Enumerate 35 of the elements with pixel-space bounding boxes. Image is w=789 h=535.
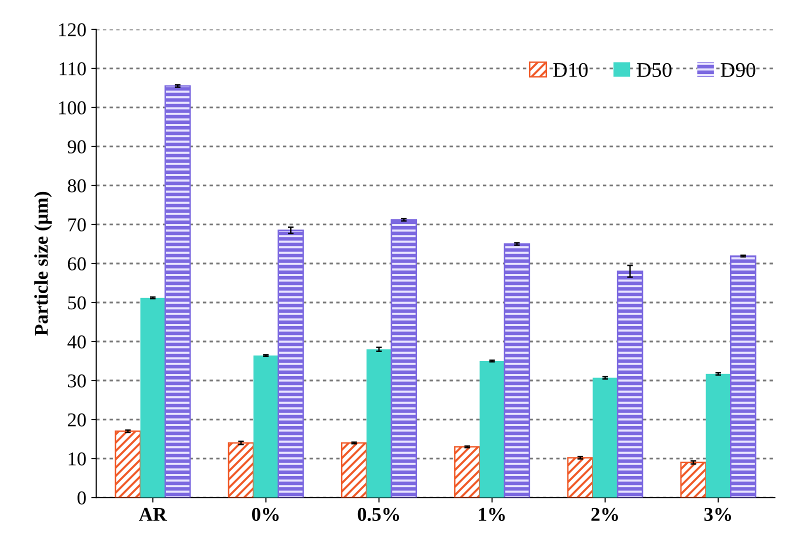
- x-tick-label: AR: [138, 508, 168, 521]
- legend-label: D10: [553, 62, 588, 78]
- bar: [366, 349, 392, 498]
- bar: [454, 446, 480, 498]
- legend-label: D50: [636, 62, 672, 78]
- y-tick-label: 20: [68, 413, 86, 426]
- x-tick-label: 0%: [252, 508, 279, 522]
- y-tick-label: 120: [59, 23, 86, 36]
- x-tick-label: 2%: [591, 508, 618, 522]
- y-tick-label: 10: [68, 452, 86, 466]
- y-tick-label: 30: [68, 374, 86, 388]
- y-tick-label: 40: [67, 335, 86, 348]
- bar: [253, 356, 278, 498]
- y-tick-label: 80: [68, 179, 86, 192]
- y-tick-label: 70: [68, 218, 86, 232]
- y-tick-label: 110: [60, 62, 86, 76]
- bar: [567, 457, 594, 498]
- y-tick-label: 50: [68, 296, 86, 310]
- bar: [114, 430, 142, 498]
- y-axis-title: Particle size (μm): [34, 192, 52, 336]
- legend-label: D90: [720, 62, 756, 78]
- y-tick-label: 60: [68, 257, 86, 270]
- bar: [592, 378, 618, 498]
- bar: [706, 374, 731, 498]
- bar: [680, 462, 707, 498]
- x-tick-label: 1%: [479, 508, 505, 522]
- y-tick-label: 90: [68, 140, 86, 154]
- y-tick-label: 100: [59, 101, 86, 114]
- x-tick-label: 0.5%: [358, 508, 400, 522]
- x-tick-label: 3%: [704, 508, 732, 522]
- bar: [140, 298, 166, 498]
- bar: [480, 361, 505, 498]
- y-tick-label: 0: [78, 491, 86, 504]
- bar: [340, 442, 368, 498]
- bar: [228, 442, 254, 498]
